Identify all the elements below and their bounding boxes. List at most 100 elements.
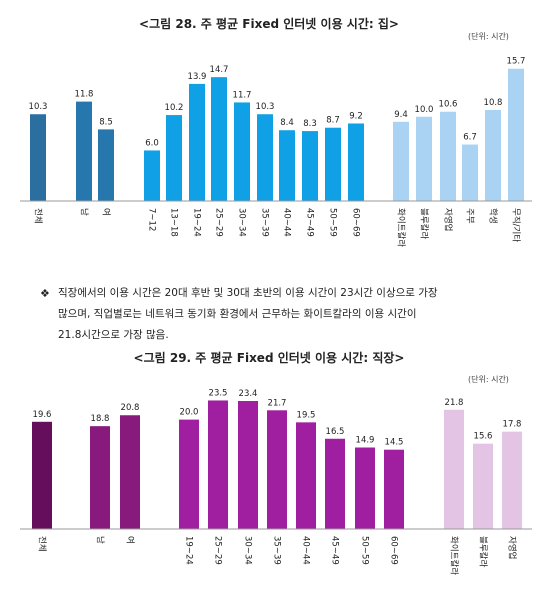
category-label-6: 19~24 bbox=[192, 208, 202, 237]
value-label-4: 20.0 bbox=[180, 408, 199, 418]
bar-1 bbox=[30, 114, 46, 201]
category-label-3: 여 bbox=[125, 536, 136, 544]
value-label-1: 10.3 bbox=[29, 102, 48, 112]
category-label-5: 13~18 bbox=[169, 208, 179, 237]
bar-15 bbox=[416, 116, 432, 201]
bar-9 bbox=[257, 114, 273, 201]
bar-14 bbox=[502, 431, 522, 529]
category-label-12: 50~59 bbox=[328, 208, 338, 237]
value-label-14: 17.8 bbox=[503, 420, 522, 430]
category-label-7: 25~29 bbox=[214, 208, 224, 237]
category-label-1: 전체 bbox=[37, 536, 48, 552]
category-label-19: 무직/기타 bbox=[511, 208, 522, 242]
bar-16 bbox=[440, 111, 456, 201]
category-label-5: 25~29 bbox=[213, 536, 223, 565]
chart2-title: <그림 29. 주 평균 Fixed 인터넷 이용 시간: 직장> bbox=[133, 351, 405, 365]
value-label-13: 15.6 bbox=[474, 432, 493, 442]
chart2-unit: (단위: 시간) bbox=[468, 375, 509, 384]
bar-5 bbox=[166, 115, 182, 201]
value-label-12: 8.7 bbox=[326, 116, 340, 126]
bar-2 bbox=[76, 101, 92, 201]
value-label-12: 21.8 bbox=[445, 398, 464, 408]
bullet-icon: ❖ bbox=[40, 287, 50, 300]
bar-2 bbox=[90, 426, 110, 529]
category-label-10: 40~44 bbox=[282, 208, 292, 237]
value-label-19: 15.7 bbox=[507, 57, 526, 67]
bar-8 bbox=[234, 102, 250, 201]
bar-12 bbox=[325, 127, 341, 201]
value-label-11: 8.3 bbox=[303, 119, 317, 129]
category-label-17: 주부 bbox=[465, 208, 475, 224]
category-label-14: 화이트칼라 bbox=[396, 208, 407, 247]
bar-3 bbox=[98, 129, 114, 201]
value-label-7: 14.7 bbox=[210, 65, 229, 75]
bar-10 bbox=[355, 447, 375, 529]
category-label-15: 블루칼라 bbox=[419, 208, 430, 239]
bar-11 bbox=[302, 131, 318, 201]
category-label-3: 여 bbox=[101, 208, 112, 216]
bar-8 bbox=[296, 422, 316, 529]
value-label-3: 8.5 bbox=[99, 117, 113, 127]
bar-19 bbox=[508, 68, 524, 201]
value-label-2: 18.8 bbox=[91, 414, 110, 424]
value-label-10: 14.9 bbox=[356, 436, 375, 446]
value-label-17: 6.7 bbox=[463, 133, 477, 143]
value-label-6: 13.9 bbox=[188, 72, 207, 82]
value-label-5: 23.5 bbox=[209, 388, 228, 398]
category-label-2: 남 bbox=[95, 536, 105, 544]
bar-17 bbox=[462, 144, 478, 201]
value-label-6: 23.4 bbox=[239, 389, 258, 399]
category-label-6: 30~34 bbox=[243, 536, 253, 565]
category-label-18: 학생 bbox=[488, 208, 499, 224]
value-label-5: 10.2 bbox=[165, 103, 184, 113]
category-label-4: 7~12 bbox=[147, 208, 157, 231]
value-label-8: 11.7 bbox=[233, 90, 252, 100]
category-label-7: 35~39 bbox=[272, 536, 282, 565]
chart1-title: <그림 28. 주 평균 Fixed 인터넷 이용 시간: 집> bbox=[139, 17, 399, 31]
value-label-1: 19.6 bbox=[33, 410, 52, 420]
bar-4 bbox=[179, 419, 199, 529]
category-label-8: 30~34 bbox=[237, 208, 247, 237]
bar-10 bbox=[279, 130, 295, 201]
category-label-12: 화이트칼라 bbox=[449, 536, 460, 575]
bar-9 bbox=[325, 438, 345, 529]
bar-4 bbox=[144, 150, 160, 201]
value-label-18: 10.8 bbox=[484, 98, 503, 108]
category-label-9: 35~39 bbox=[260, 208, 270, 237]
summary-line-1: 직장에서의 이용 시간은 20대 후반 및 30대 초반의 이용 시간이 23시… bbox=[58, 287, 438, 299]
bar-12 bbox=[444, 409, 464, 529]
summary-paragraph: ❖ 직장에서의 이용 시간은 20대 후반 및 30대 초반의 이용 시간이 2… bbox=[40, 283, 510, 346]
bar-7 bbox=[267, 410, 287, 529]
chart1-home: 10.3 전체 11.8 남 8.5 여 6.0 7~12 10.2 13~18 13.9 19~24… bbox=[20, 57, 532, 247]
bar-6 bbox=[238, 401, 258, 529]
value-label-10: 8.4 bbox=[280, 118, 294, 128]
value-label-9: 16.5 bbox=[326, 427, 345, 437]
bar-1 bbox=[32, 421, 52, 529]
bar-14 bbox=[393, 121, 409, 201]
category-label-13: 60~69 bbox=[351, 208, 361, 237]
bar-7 bbox=[211, 77, 227, 201]
value-label-8: 19.5 bbox=[297, 410, 316, 420]
bar-5 bbox=[208, 400, 228, 529]
bar-13 bbox=[473, 443, 493, 529]
bar-13 bbox=[348, 123, 364, 201]
value-label-13: 9.2 bbox=[349, 111, 363, 121]
value-label-16: 10.6 bbox=[439, 100, 458, 110]
category-label-11: 60~69 bbox=[389, 536, 399, 565]
value-label-11: 14.5 bbox=[385, 438, 404, 448]
category-label-10: 50~59 bbox=[360, 536, 370, 565]
bar-18 bbox=[485, 110, 501, 201]
category-label-16: 자영업 bbox=[443, 208, 454, 231]
summary-line-3: 21.8시간으로 가장 많음. bbox=[58, 329, 169, 341]
bar-11 bbox=[384, 449, 404, 529]
chart1-unit: (단위: 시간) bbox=[468, 32, 509, 41]
category-label-13: 블루칼라 bbox=[478, 536, 489, 567]
value-label-2: 11.8 bbox=[75, 90, 94, 100]
value-label-15: 10.0 bbox=[415, 105, 434, 115]
bar-6 bbox=[189, 83, 205, 201]
value-label-4: 6.0 bbox=[145, 138, 159, 148]
category-label-11: 45~49 bbox=[305, 208, 315, 237]
category-label-1: 전체 bbox=[33, 208, 44, 224]
value-label-3: 20.8 bbox=[121, 403, 140, 413]
